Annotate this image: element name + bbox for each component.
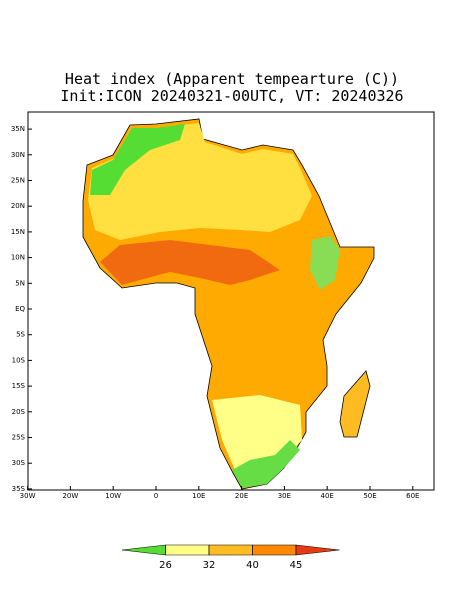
lon-tick-label: 40E xyxy=(321,492,334,500)
colorbar-label: 32 xyxy=(203,560,216,571)
colorbar-segment xyxy=(121,544,166,556)
lat-tick-label: 25N xyxy=(11,177,25,185)
map-frame xyxy=(27,111,435,491)
lon-tick-label: 0 xyxy=(154,492,158,500)
lat-tick-label: 20N xyxy=(11,202,25,210)
lon-tick-label: 30E xyxy=(278,492,291,500)
east-green xyxy=(310,236,340,290)
lat-tick-label: 20S xyxy=(12,408,26,416)
colorbar-segment xyxy=(208,544,253,556)
map xyxy=(27,111,435,491)
lat-tick-label: 30N xyxy=(11,151,25,159)
colorbar-label: 45 xyxy=(290,560,303,571)
lon-tick-label: 30W xyxy=(20,492,36,500)
colorbar-segment xyxy=(165,544,210,556)
colorbar-segment xyxy=(295,544,340,556)
subtitle: Init:ICON 20240321-00UTC, VT: 20240326 xyxy=(60,87,403,105)
lat-tick-label: 25S xyxy=(12,434,26,442)
west-africa-hot xyxy=(100,240,280,285)
lon-tick-label: 50E xyxy=(363,492,376,500)
lat-tick-label: 5N xyxy=(15,279,25,287)
lon-tick-label: 20E xyxy=(235,492,248,500)
lon-tick-label: 10E xyxy=(192,492,205,500)
colorbar-segment xyxy=(252,544,297,556)
lat-tick-label: EQ xyxy=(15,305,25,313)
lat-tick-label: 15S xyxy=(12,382,26,390)
colorbar-label: 40 xyxy=(246,560,259,571)
lat-tick-label: 5S xyxy=(16,331,25,339)
colorbar-label: 26 xyxy=(159,560,172,571)
madagascar xyxy=(339,370,371,438)
lon-tick-label: 10W xyxy=(105,492,121,500)
lon-tick-label: 20W xyxy=(62,492,78,500)
lat-tick-label: 10S xyxy=(12,356,26,364)
lat-tick-label: 30S xyxy=(12,459,26,467)
lat-tick-label: 35N xyxy=(11,125,25,133)
north-green xyxy=(90,124,185,195)
south-green xyxy=(232,440,300,488)
lon-tick-label: 60E xyxy=(406,492,419,500)
title: Heat index (Apparent tempearture (C)) xyxy=(65,70,399,88)
lat-tick-label: 35S xyxy=(12,485,26,493)
lat-tick-label: 10N xyxy=(11,254,25,262)
lat-tick-label: 15N xyxy=(11,228,25,236)
